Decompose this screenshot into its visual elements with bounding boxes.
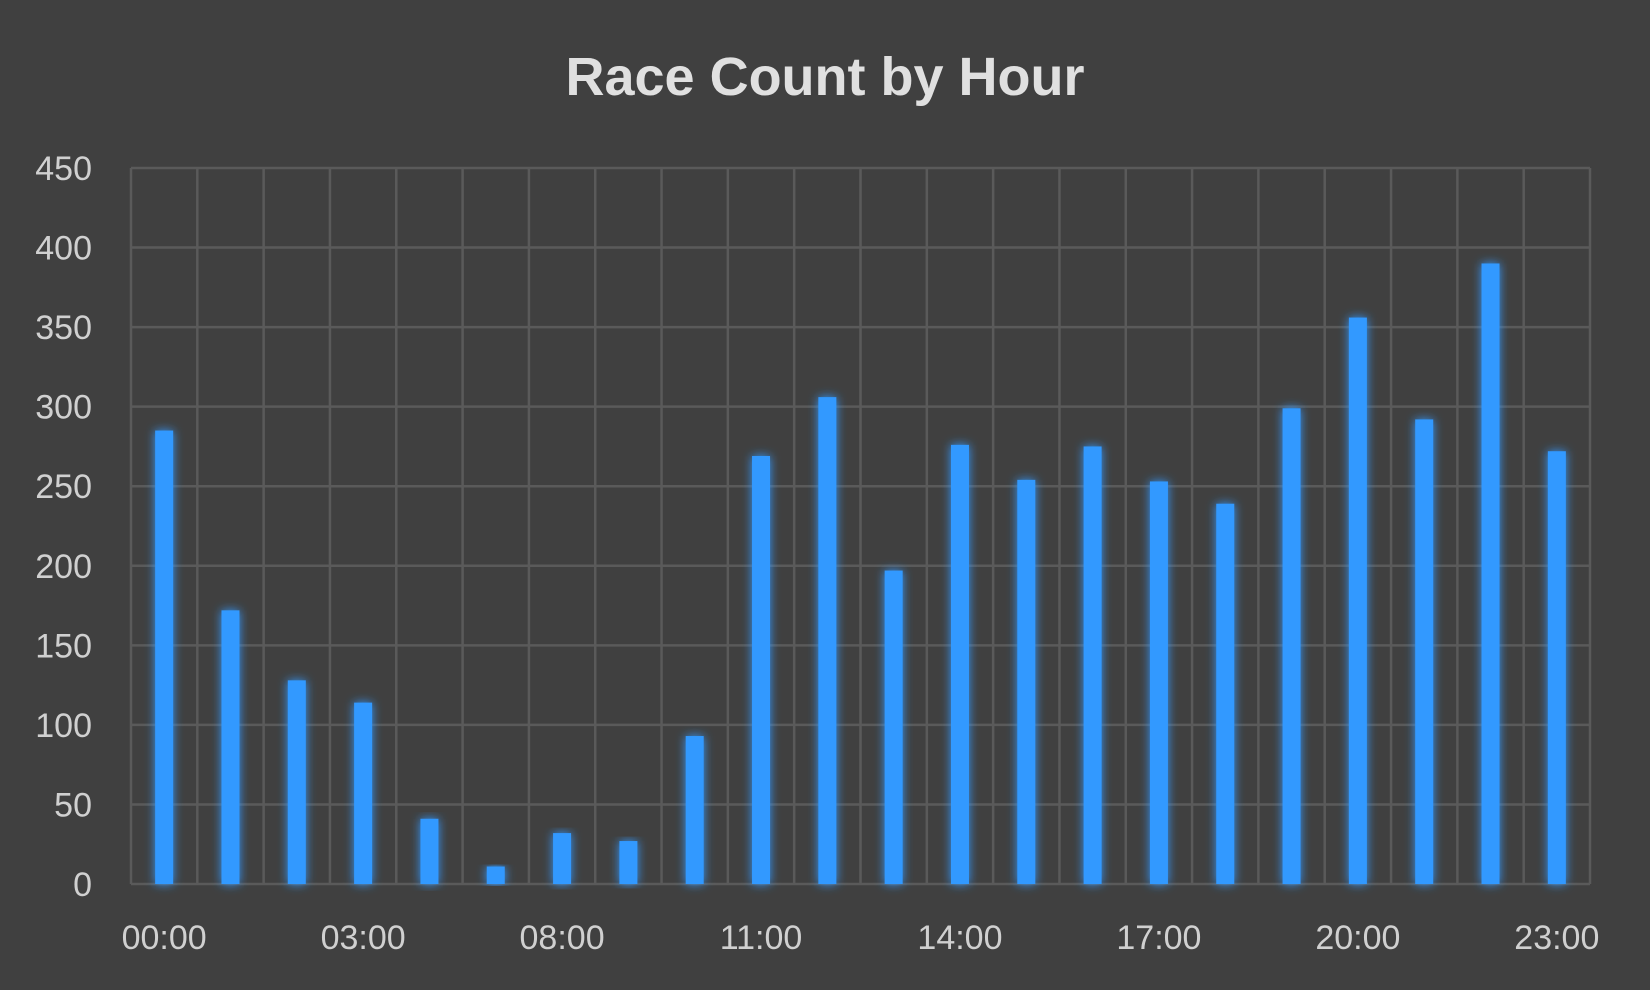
y-tick-label: 0 (73, 866, 92, 904)
bar-0900 (619, 841, 638, 884)
bars (155, 263, 1566, 884)
bar-1200 (818, 397, 837, 884)
bar-1500 (1017, 479, 1036, 884)
y-tick-label: 300 (35, 389, 92, 427)
bar-1900 (1282, 408, 1301, 884)
chart-title: Race Count by Hour (565, 47, 1084, 107)
bar-2100 (1415, 419, 1434, 884)
y-tick-label: 200 (35, 548, 92, 586)
y-tick-label: 450 (35, 150, 92, 188)
x-tick-label: 11:00 (720, 919, 803, 957)
bar-0800 (553, 833, 572, 884)
grid (129, 166, 1592, 886)
bar-0000 (155, 430, 174, 884)
x-tick-label: 17:00 (1116, 919, 1201, 957)
bar-0700 (486, 866, 505, 884)
x-tick-label: 08:00 (520, 919, 605, 957)
x-axis: 00:00 03:00 08:00 11:00 14:00 17:00 20:00 23:00 (122, 919, 1600, 957)
bar-1400 (950, 444, 969, 884)
bar-2000 (1348, 317, 1367, 884)
bar-0400 (420, 818, 439, 884)
x-tick-label: 23:00 (1514, 919, 1599, 957)
x-tick-label: 03:00 (321, 919, 406, 957)
x-tick-label: 20:00 (1315, 919, 1400, 957)
bar-2200 (1481, 263, 1500, 884)
y-axis: 0 50 100 150 200 250 300 350 400 450 (35, 150, 92, 904)
bar-1300 (884, 570, 903, 884)
bar-1100 (752, 455, 771, 884)
y-tick-label: 350 (35, 309, 92, 347)
bar-1600 (1083, 446, 1102, 884)
bar-0100 (221, 610, 240, 884)
y-tick-label: 50 (54, 786, 92, 824)
y-tick-label: 400 (35, 230, 92, 268)
bar-0300 (354, 702, 373, 884)
x-tick-label: 00:00 (122, 919, 207, 957)
bar-0200 (287, 680, 306, 884)
y-tick-label: 250 (35, 468, 92, 506)
y-tick-label: 150 (35, 627, 92, 665)
bar-1800 (1216, 503, 1235, 884)
bar-1700 (1149, 481, 1168, 884)
bar-1000 (685, 736, 704, 884)
y-tick-label: 100 (35, 707, 92, 745)
bar-2300 (1547, 451, 1566, 884)
x-tick-label: 14:00 (917, 919, 1002, 957)
